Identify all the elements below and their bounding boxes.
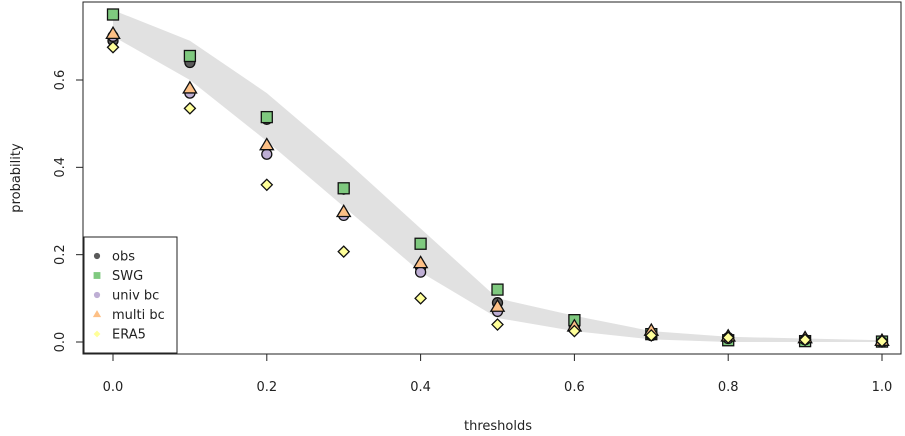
x-tick-label: 0.0 [103,380,124,395]
era5-point [567,324,581,338]
era5-point [798,333,812,347]
era5-point [260,178,274,192]
univ-bc-point [261,148,273,160]
multi-bc-point [489,298,506,312]
x-tick-label: 0.8 [718,380,739,395]
era5-point [337,245,351,259]
band-area [113,10,882,342]
confidence-band [113,10,882,342]
legend-swatch-era5 [93,330,101,338]
swg-point [337,182,350,195]
legend-swatch-univ-bc [93,291,101,299]
legend-label-era5: ERA5 [112,328,146,343]
era5-point [106,40,120,54]
swg-point [183,49,197,63]
era5-point [644,329,658,342]
era5-point [491,318,504,331]
y-tick-label: 0.0 [53,332,68,353]
multi-bc-point [182,80,198,94]
legend-label-univ-bc: univ bc [112,289,159,304]
legend-swatch-multi-bc [92,310,102,318]
x-tick-label: 0.2 [256,380,277,395]
x-tick-label: 1.0 [872,380,893,395]
x-axis: 0.0 0.2 0.4 0.6 0.8 1.0 [103,353,893,395]
legend-label-multi-bc: multi bc [112,308,165,323]
swg-point [491,283,504,296]
multi-bc-point [335,204,352,218]
univ-bc-point [414,266,427,278]
legend-label-swg: SWG [112,269,143,284]
era5-point [414,291,428,305]
y-tick-label: 0.2 [53,244,68,265]
legend: obs SWG univ bc multi bc ERA5 [83,236,178,354]
swg-point [414,237,427,250]
legend-label-obs: obs [112,250,135,265]
legend-swatch-obs [93,252,101,260]
x-tick-label: 0.6 [564,380,585,395]
x-axis-title: thresholds [464,419,532,434]
swg-point [260,110,273,124]
y-axis-title: probability [9,143,24,213]
multi-bc-point [412,255,429,269]
era5-point [875,334,889,348]
era5-point [721,331,735,345]
swg-point [106,8,120,21]
multi-bc-point [259,137,275,151]
legend-swatch-swg [93,272,101,279]
era5-point [183,101,197,115]
y-tick-label: 0.6 [53,70,68,91]
y-tick-label: 0.4 [53,157,68,178]
y-axis: 0.0 0.2 0.4 0.6 [53,70,84,353]
x-tick-label: 0.4 [410,380,431,395]
multi-bc-point [105,25,121,39]
data-points [105,8,890,348]
